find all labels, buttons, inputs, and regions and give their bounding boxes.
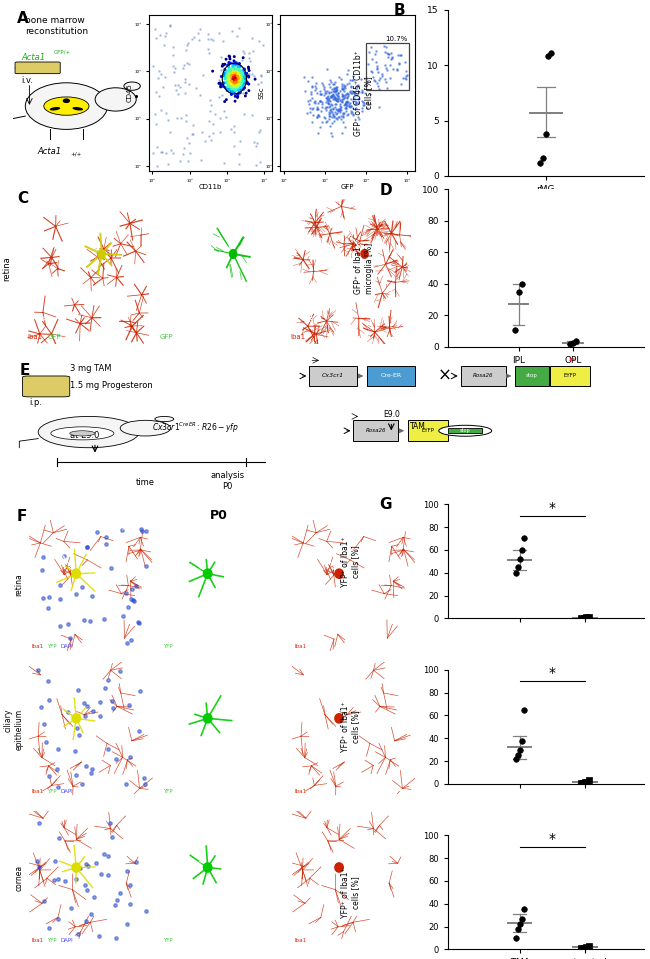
Text: C: C [17, 191, 28, 206]
FancyBboxPatch shape [367, 365, 415, 386]
Y-axis label: YFP⁺ of Iba1⁺
cells [%]: YFP⁺ of Iba1⁺ cells [%] [341, 536, 360, 587]
Text: B: B [393, 3, 405, 18]
Text: $\it{Cx3cr1}$$^{CreER}$$\it{:R26-yfp}$: $\it{Cx3cr1}$$^{CreER}$$\it{:R26-yfp}$ [151, 420, 239, 434]
FancyBboxPatch shape [408, 420, 448, 441]
Text: stop: stop [460, 429, 471, 433]
Circle shape [62, 105, 70, 107]
Text: Rosa26: Rosa26 [473, 373, 493, 379]
FancyBboxPatch shape [15, 62, 60, 74]
Text: +: + [453, 426, 462, 435]
Text: TAM: TAM [410, 422, 426, 432]
Text: Cre-ER: Cre-ER [380, 373, 402, 379]
Text: time: time [136, 478, 155, 487]
Text: E: E [20, 363, 30, 378]
Y-axis label: GFP⁺ of Iba1⁺
microglia [%]: GFP⁺ of Iba1⁺ microglia [%] [354, 243, 374, 294]
Text: P0: P0 [209, 508, 228, 522]
FancyBboxPatch shape [461, 365, 506, 386]
Circle shape [439, 425, 491, 436]
Ellipse shape [25, 82, 107, 129]
Text: analysis
P0: analysis P0 [211, 471, 244, 491]
Text: *: * [549, 666, 556, 680]
Circle shape [44, 97, 89, 115]
Text: ×: × [438, 367, 452, 385]
Ellipse shape [38, 416, 139, 448]
Text: GFP/+: GFP/+ [54, 50, 72, 55]
Text: EYFP: EYFP [564, 373, 577, 379]
Text: i.p.: i.p. [29, 398, 42, 408]
Text: A: A [17, 12, 29, 26]
Text: 1.5 mg Progesteron: 1.5 mg Progesteron [70, 381, 153, 390]
FancyBboxPatch shape [23, 376, 70, 397]
Ellipse shape [49, 107, 60, 110]
Ellipse shape [62, 99, 70, 104]
Text: Acta1: Acta1 [38, 147, 62, 156]
Text: *: * [549, 501, 556, 515]
Circle shape [70, 431, 95, 436]
Text: stop: stop [526, 373, 538, 379]
Ellipse shape [72, 107, 83, 110]
FancyBboxPatch shape [550, 365, 590, 386]
Text: G: G [380, 498, 392, 512]
Ellipse shape [124, 82, 140, 90]
FancyBboxPatch shape [515, 365, 549, 386]
Text: bone marrow
reconstitution: bone marrow reconstitution [25, 16, 88, 36]
FancyBboxPatch shape [309, 365, 357, 386]
FancyBboxPatch shape [448, 428, 482, 433]
Text: retina: retina [2, 256, 11, 281]
Text: i.v.: i.v. [21, 76, 33, 85]
Ellipse shape [120, 420, 170, 436]
FancyBboxPatch shape [354, 420, 398, 441]
Ellipse shape [155, 416, 174, 422]
Text: ✂: ✂ [569, 355, 576, 364]
Text: Cx3cr1: Cx3cr1 [322, 373, 344, 379]
Text: Rosa26: Rosa26 [366, 429, 386, 433]
Y-axis label: GFP⁺ of CD45⁺CD11b⁺
cells [%]: GFP⁺ of CD45⁺CD11b⁺ cells [%] [354, 50, 374, 135]
Text: at E9.0: at E9.0 [70, 431, 99, 440]
Text: *: * [549, 831, 556, 846]
Text: retina: retina [14, 573, 23, 596]
Y-axis label: YFP⁺ of Iba1⁺
cells [%]: YFP⁺ of Iba1⁺ cells [%] [341, 702, 360, 752]
Y-axis label: YFP⁺ of Iba1⁺
cells [%]: YFP⁺ of Iba1⁺ cells [%] [341, 867, 360, 918]
Text: ciliary
epithelium: ciliary epithelium [4, 709, 23, 750]
Ellipse shape [95, 88, 136, 111]
Text: cornea: cornea [14, 865, 23, 891]
Text: E9.0: E9.0 [383, 410, 400, 419]
Text: +/+: +/+ [70, 151, 82, 156]
Text: D: D [380, 183, 392, 199]
Circle shape [51, 427, 114, 440]
Text: F: F [17, 508, 27, 524]
Text: EYFP: EYFP [421, 429, 434, 433]
Text: Acta1: Acta1 [21, 53, 46, 61]
Text: 3 mg TAM: 3 mg TAM [70, 364, 111, 373]
